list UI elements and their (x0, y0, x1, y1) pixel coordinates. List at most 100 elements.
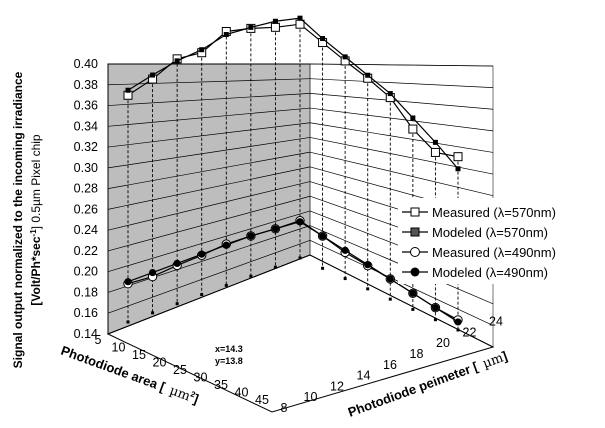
y-axis-title-line1: Signal output normalized to the incoming… (11, 71, 25, 368)
point-filled-circle (318, 232, 327, 240)
legend: Measured (λ=570nm) Modeled (λ=570nm) Measu… (398, 198, 600, 284)
y-tick-label: 0.14 (74, 327, 98, 341)
annotation-y: y=13.8 (215, 356, 243, 366)
perimeter-tick-label: 10 (304, 390, 318, 404)
point-filled-square (272, 18, 278, 24)
gridline-side (309, 63, 494, 67)
point-filled-square (150, 72, 156, 78)
point-filled-square (125, 87, 131, 93)
point-filled-square (174, 58, 180, 64)
gridline-back (107, 210, 311, 273)
perimeter-tick-label: 14 (357, 369, 371, 383)
point-filled-circle (271, 225, 280, 233)
gridline-back (107, 181, 311, 231)
y-ticks: 0.40 0.38 0.36 0.34 0.32 0.30 0.28 0.26 0.24 0.22… (74, 57, 98, 341)
point-filled-square (342, 54, 348, 60)
gridline-back (107, 78, 311, 86)
point-filled-square (223, 32, 229, 38)
legend-marker-filled-circle (410, 267, 420, 277)
point-filled-square (387, 91, 393, 97)
point-filled-circle (173, 259, 181, 268)
perimeter-tick-label: 22 (463, 325, 477, 339)
floor-ticks: 5 10 15 20 25 30 35 40 45 8 10 12 14 16 18 20 22 24 (95, 315, 503, 415)
perimeter-tick-label: 18 (410, 347, 424, 361)
gridline-side (309, 254, 494, 348)
y-tick-label: 0.18 (74, 285, 98, 299)
legend-label: Measured (λ=570nm) (432, 205, 556, 220)
perimeter-axis-title-suffix: ] (500, 348, 509, 364)
point-filled-circle (124, 278, 132, 286)
perimeter-axis-title-unit: µm (481, 351, 506, 372)
y-axis-title-suffix: ] 0.5µm Pixel chip (29, 134, 43, 229)
y-axis-title-prefix: [Volt/Ph*sec (29, 236, 43, 305)
area-tick-label: 30 (194, 371, 208, 385)
y-tick-label: 0.16 (74, 306, 98, 320)
gridline-back (107, 107, 311, 127)
y-tick-label: 0.22 (74, 244, 98, 258)
y-axis-title-line2: [Volt/Ph*sec-1] 0.5µm Pixel chip (29, 134, 43, 306)
gridline-side (309, 93, 494, 110)
floor-marker (433, 318, 437, 322)
floor-marker (126, 320, 130, 324)
gridline-back (107, 195, 311, 252)
point-filled-square (365, 72, 371, 78)
perimeter-tick-label: 12 (330, 379, 344, 393)
floor-marker (249, 274, 253, 278)
point-filled-circle (296, 218, 304, 226)
floor-marker (224, 283, 228, 287)
perimeter-tick-label: 16 (383, 358, 397, 372)
point-filled-square (455, 166, 461, 172)
area-axis-title-suffix: ] (191, 391, 200, 407)
area-axis-title-unit: µm (167, 383, 192, 404)
point-open-square (430, 147, 440, 157)
point-filled-square (410, 115, 416, 121)
area-tick-label: 40 (235, 386, 249, 400)
gridline-side (309, 78, 494, 88)
area-tick-label: 10 (112, 341, 126, 355)
series-4 (124, 218, 462, 326)
floor-marker (298, 256, 302, 260)
point-filled-circle (148, 268, 157, 277)
gridline-side (309, 151, 494, 197)
legend-label: Measured (λ=490nm) (432, 245, 556, 260)
series-2 (125, 15, 461, 172)
gridline-side (309, 137, 494, 175)
point-filled-square (199, 47, 205, 53)
legend-label: Modeled (λ=570nm) (432, 225, 548, 240)
point-filled-circle (247, 232, 255, 240)
point-filled-square (297, 15, 303, 21)
y-tick-label: 0.32 (74, 140, 98, 154)
floor-marker (411, 307, 415, 311)
floor-marker (388, 297, 392, 301)
area-tick-label: 20 (153, 356, 167, 370)
legend-marker-open-circle (410, 247, 420, 257)
area-tick-label: 35 (214, 378, 228, 392)
y-tick-label: 0.40 (74, 57, 98, 71)
point-filled-circle (198, 250, 206, 258)
floor-marker (366, 287, 370, 291)
point-open-square (270, 22, 280, 32)
y-tick-label: 0.36 (74, 99, 98, 113)
point-filled-circle (341, 246, 349, 254)
point-filled-circle (431, 304, 440, 312)
series-layer (123, 15, 463, 326)
gridline-back (107, 225, 311, 293)
gridline-side (309, 107, 494, 132)
perimeter-tick-label: 24 (489, 315, 503, 329)
floor-marker (200, 293, 204, 297)
y-axis-title-sup: -1 (29, 229, 38, 237)
point-filled-circle (222, 241, 230, 249)
gridline-back (107, 239, 311, 314)
floor-marker (321, 266, 325, 270)
gridline-back (107, 151, 311, 189)
gridline-back (107, 166, 311, 210)
annotation-x: x=14.3 (215, 344, 243, 354)
y-tick-label: 0.26 (74, 202, 98, 216)
point-filled-square (248, 24, 254, 30)
floor-marker (273, 265, 277, 269)
point-open-square (408, 124, 418, 134)
point-filled-circle (409, 289, 417, 297)
legend-marker-open-square (410, 207, 420, 217)
